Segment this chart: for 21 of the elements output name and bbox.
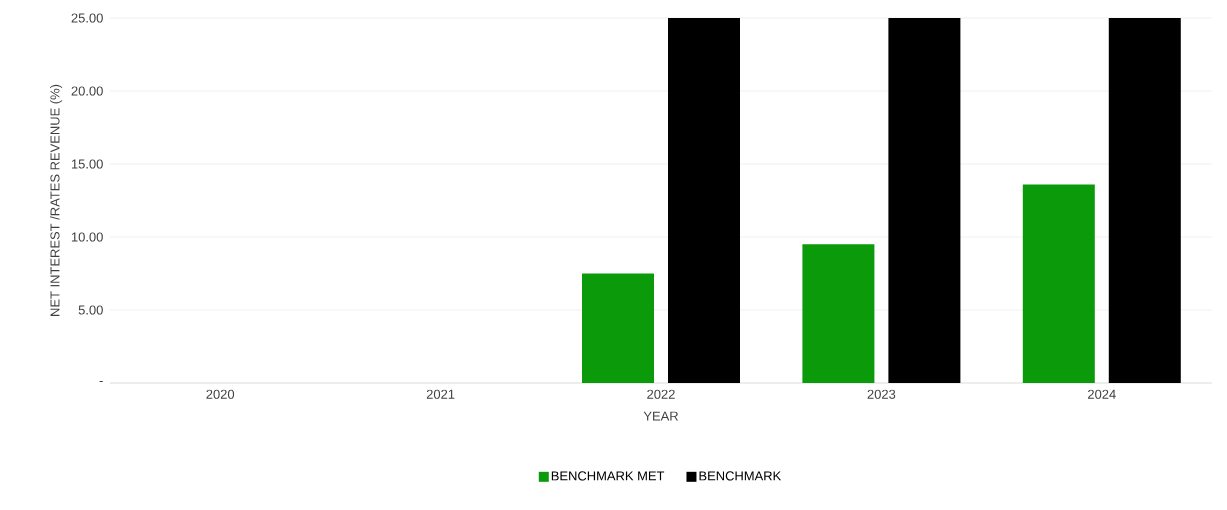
y-tick-label: - <box>99 381 103 383</box>
x-tick-label: 2021 <box>426 389 455 399</box>
y-tick-label: 20.00 <box>71 86 103 96</box>
y-tick-label: 25.00 <box>71 13 103 23</box>
y-axis-title: NET INTEREST /RATES REVENUE (%) <box>50 84 63 316</box>
y-tick-label: 5.00 <box>78 305 103 315</box>
bar <box>1108 18 1181 383</box>
legend-label: BENCHMARK <box>699 471 782 481</box>
x-tick-label: 2023 <box>867 389 896 399</box>
bar <box>802 244 875 383</box>
bar <box>888 18 961 383</box>
y-tick-label: 15.00 <box>71 159 103 169</box>
y-tick-label: 10.00 <box>71 232 103 242</box>
bar <box>668 18 740 383</box>
bar <box>582 273 654 383</box>
x-tick-label: 2020 <box>206 389 235 399</box>
x-tick-label: 2022 <box>647 389 675 399</box>
legend-label: BENCHMARK MET <box>551 471 665 481</box>
bar <box>1022 184 1095 383</box>
x-tick-label: 2024 <box>1088 389 1116 399</box>
x-axis-title: YEAR <box>643 411 679 421</box>
